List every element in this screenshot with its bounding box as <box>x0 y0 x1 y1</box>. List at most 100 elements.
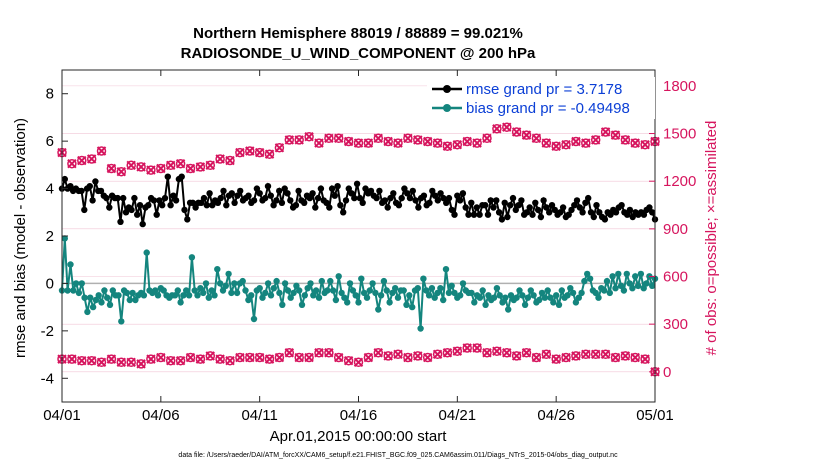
count-lower-marker <box>205 351 216 361</box>
x-tick-label: 04/26 <box>537 407 575 424</box>
rmse-point <box>328 185 336 192</box>
x-tick-label: 05/01 <box>636 407 674 424</box>
count-lower-assimilated-x <box>324 348 334 358</box>
count-lower-assimilated-x <box>462 343 472 353</box>
bias-point <box>541 294 549 301</box>
rmse-point <box>270 202 277 209</box>
count-upper-possible-circle <box>353 138 364 148</box>
count-lower-assimilated-x <box>195 354 206 364</box>
bias-point <box>417 325 424 332</box>
legend-bias-label: bias grand pr = -0.49498 <box>466 100 630 117</box>
bias-point <box>273 277 280 285</box>
bias-point <box>442 266 450 273</box>
bias-point <box>123 289 131 297</box>
rmse-point <box>440 194 447 202</box>
rmse-point <box>415 204 422 211</box>
rmse-point <box>579 209 586 216</box>
count-lower-assimilated-x <box>393 349 403 360</box>
count-lower-marker <box>561 352 571 363</box>
count-upper-possible-circle <box>502 122 512 132</box>
count-lower-marker <box>640 354 650 364</box>
count-lower-marker <box>373 348 384 358</box>
count-upper-marker <box>541 138 552 148</box>
count-upper-assimilated-x <box>284 135 295 145</box>
count-lower-possible-circle <box>284 348 295 358</box>
count-upper-assimilated-x <box>294 135 304 145</box>
count-upper-assimilated-x <box>175 159 186 169</box>
count-lower-marker <box>314 348 324 358</box>
count-lower-possible-circle <box>106 354 117 364</box>
count-upper-assimilated-x <box>324 133 334 144</box>
count-lower-marker <box>363 352 374 363</box>
count-upper-assimilated-x <box>541 138 551 148</box>
count-upper-possible-circle <box>581 138 591 148</box>
count-upper-possible-circle <box>462 136 472 147</box>
y-tick-label: 6 <box>46 133 54 150</box>
rmse-point <box>487 197 494 204</box>
bias-point <box>197 285 204 292</box>
count-upper-possible-circle <box>511 127 522 137</box>
count-lower-assimilated-x <box>373 348 383 358</box>
bias-point <box>369 280 376 287</box>
count-lower-possible-circle <box>165 355 176 366</box>
rmse-point <box>131 194 138 202</box>
count-lower-marker <box>146 354 156 364</box>
bias-point <box>425 292 433 299</box>
count-lower-marker <box>225 355 235 366</box>
bias-point <box>623 270 630 278</box>
bias-point <box>502 294 509 301</box>
rmse-point <box>387 194 394 202</box>
count-upper-possible-circle <box>630 138 640 148</box>
rmse-point <box>537 213 545 221</box>
rmse-point <box>214 199 222 206</box>
bias-point <box>78 280 86 287</box>
bias-point <box>612 285 619 292</box>
bias-point <box>284 287 292 294</box>
bias-point <box>634 282 642 289</box>
count-lower-assimilated-x <box>502 348 512 358</box>
count-lower-marker <box>472 343 482 353</box>
count-upper-assimilated-x <box>422 136 433 147</box>
rmse-point <box>507 202 514 209</box>
count-upper-marker <box>610 130 621 140</box>
count-upper-assimilated-x <box>551 141 561 151</box>
rmse-point <box>612 209 620 216</box>
count-lower-marker <box>610 352 621 363</box>
count-lower-assimilated-x <box>452 346 463 356</box>
rmse-point <box>601 216 609 223</box>
rmse-point <box>546 209 553 216</box>
count-upper-marker <box>620 135 631 145</box>
count-lower-marker <box>136 359 146 369</box>
rmse-point <box>543 204 550 211</box>
bias-point <box>431 294 438 301</box>
rmse-point <box>245 192 252 199</box>
bias-point <box>375 306 382 313</box>
count-upper-possible-circle <box>363 138 374 148</box>
count-lower-possible-circle <box>551 354 561 364</box>
bias-point <box>366 287 373 294</box>
count-upper-marker <box>343 136 354 147</box>
count-lower-assimilated-x <box>610 352 621 363</box>
bias-point <box>626 280 633 287</box>
count-lower-possible-circle <box>86 355 97 366</box>
count-upper-marker <box>531 133 542 144</box>
count-lower-possible-circle <box>205 351 216 361</box>
rmse-point <box>345 185 352 192</box>
rmse-point <box>559 204 567 211</box>
count-upper-possible-circle <box>205 160 216 171</box>
rmse-point <box>172 197 180 204</box>
count-lower-marker <box>195 354 206 364</box>
count-upper-assimilated-x <box>353 138 364 148</box>
count-upper-possible-circle <box>146 165 156 175</box>
rmse-point <box>267 192 274 199</box>
chart-subtitle: RADIOSONDE_U_WIND_COMPONENT @ 200 hPa <box>181 45 536 62</box>
count-upper-possible-circle <box>531 133 542 144</box>
bias-point <box>188 254 196 261</box>
rmse-point <box>568 206 575 214</box>
count-upper-marker <box>422 136 433 147</box>
bias-point <box>307 280 314 287</box>
rmse-point <box>626 206 634 214</box>
count-lower-marker <box>482 348 492 358</box>
rmse-point <box>565 211 572 218</box>
bias-point <box>451 289 458 297</box>
